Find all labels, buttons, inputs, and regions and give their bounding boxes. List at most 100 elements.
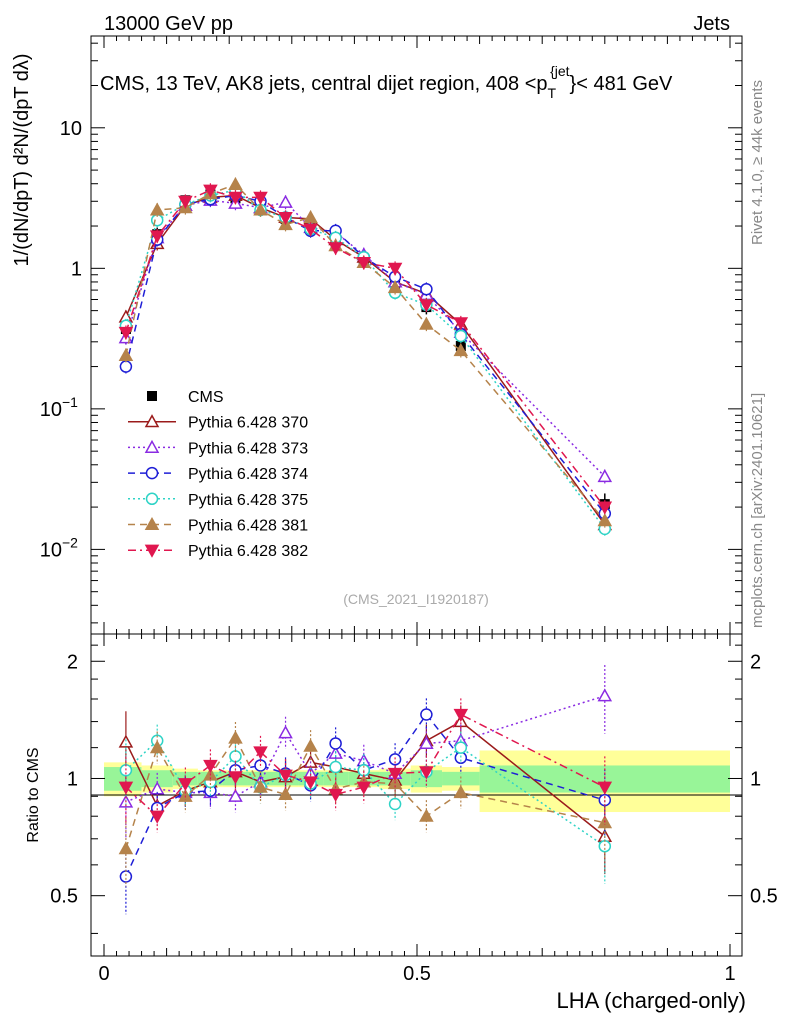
ratio-point [598, 839, 612, 853]
data-point [149, 202, 165, 216]
data-point [453, 342, 469, 357]
plot-title-tail: }< 481 GeV [570, 73, 674, 95]
data-point [453, 317, 469, 331]
band-inner-segment [104, 767, 142, 791]
y-tick-label: 1 [71, 258, 82, 280]
ratio-y-tick-label-right: 0.5 [750, 886, 778, 908]
y-tick-label: 10 [60, 118, 82, 140]
ratio-point [597, 688, 613, 702]
ratio-point [420, 708, 433, 721]
ratio-point [454, 741, 468, 754]
y-tick-label: 10 [40, 539, 62, 561]
data-point [278, 211, 293, 226]
x-tick-label: 0.5 [403, 963, 431, 985]
data-point [597, 468, 613, 483]
ratio-point [419, 808, 434, 822]
ratio-point [118, 734, 134, 748]
ratio-y-tick-label: 0.5 [50, 886, 78, 908]
ratio-point [228, 771, 243, 785]
ratio-y-tick-label: 1 [67, 768, 78, 790]
ratio-point [203, 759, 218, 774]
ratio-point [149, 740, 165, 754]
ratio-point [453, 708, 469, 723]
ratio-point [419, 735, 434, 750]
y-tick-label-exponent: −2 [62, 534, 78, 550]
data-point [178, 195, 193, 209]
data-point [228, 191, 243, 205]
data-point [278, 194, 293, 208]
legend-label: Pythia 6.428 382 [188, 543, 308, 560]
legend-marker [144, 439, 160, 453]
ratio-point [328, 788, 343, 802]
header-left: 13000 GeV pp [104, 13, 233, 35]
ratio-point [118, 841, 134, 855]
legend-entry: Pythia 6.428 381 [128, 516, 308, 535]
ratio-point [453, 785, 469, 799]
plot-title: CMS, 13 TeV, AK8 jets, central dijet reg… [100, 63, 673, 101]
ratio-point [253, 746, 268, 760]
legend-entry: Pythia 6.428 373 [128, 439, 308, 457]
ratio-point [454, 751, 468, 765]
data-point [303, 223, 318, 237]
ratio-point [229, 750, 242, 763]
plot-title-sub: T [548, 85, 557, 101]
ratio-series-group [118, 665, 613, 915]
legend-label: Pythia 6.428 373 [188, 440, 308, 457]
data-point [387, 279, 403, 294]
legend-entry: Pythia 6.428 374 [128, 466, 308, 483]
ylabel-ratio: Ratio to CMS [25, 747, 42, 842]
data-point [253, 191, 268, 205]
band-inner-segment [442, 771, 480, 786]
data-point [253, 202, 268, 216]
series-line [125, 736, 605, 849]
x-tick-label: 1 [724, 963, 735, 985]
data-point [597, 513, 613, 527]
ratio-point [388, 797, 402, 811]
data-point [454, 329, 468, 343]
data-point [303, 209, 318, 224]
legend-entry: Pythia 6.428 370 [128, 414, 308, 432]
y-tick-label-exponent: −1 [62, 394, 78, 410]
data-point [119, 360, 133, 373]
ratio-point [278, 725, 293, 739]
legend-label: Pythia 6.428 375 [188, 492, 308, 509]
ratio-point [178, 778, 193, 792]
ratio-y-tick-label: 2 [67, 651, 78, 673]
legend-marker [145, 466, 159, 480]
data-point [597, 501, 613, 515]
legend-label: Pythia 6.428 381 [188, 518, 308, 535]
x-tick-label: 0 [98, 963, 109, 985]
legend-marker [145, 492, 159, 506]
legend-marker [144, 516, 160, 531]
ratio-y-tick-label-right: 1 [750, 768, 761, 790]
ratio-point [387, 767, 403, 782]
plot-title-main: CMS, 13 TeV, AK8 jets, central dijet reg… [100, 73, 548, 95]
legend-entry: Pythia 6.428 382 [128, 543, 308, 560]
header-right: Jets [693, 13, 730, 35]
xlabel: LHA (charged-only) [556, 988, 746, 1013]
ratio-point [419, 766, 434, 780]
main-series-group [118, 176, 613, 536]
ratio-point [303, 738, 318, 752]
ratio-y-tick-label-right: 2 [750, 651, 761, 673]
ratio-series-p382 [118, 698, 613, 833]
ratio-point [356, 781, 372, 795]
legend-label: Pythia 6.428 374 [188, 466, 308, 483]
right-label-top: Rivet 4.1.0, ≥ 44k events [749, 80, 766, 245]
legend-entry: Pythia 6.428 375 [128, 492, 308, 509]
data-point [118, 326, 134, 340]
ratio-point [228, 788, 243, 802]
data-point [328, 242, 343, 256]
ratio-uncertainty-bands [104, 750, 730, 813]
series-line [125, 189, 606, 508]
legend-label: CMS [188, 389, 224, 406]
series-line [125, 183, 606, 522]
plot-title-sup: {jet [550, 63, 570, 79]
ylabel-main: 1/(dN/dpT) d²N/(dpT dλ) [11, 53, 33, 266]
data-point [419, 299, 434, 313]
data-point [118, 347, 134, 361]
analysis-id: (CMS_2021_I1920187) [343, 591, 489, 607]
data-point [419, 316, 434, 330]
